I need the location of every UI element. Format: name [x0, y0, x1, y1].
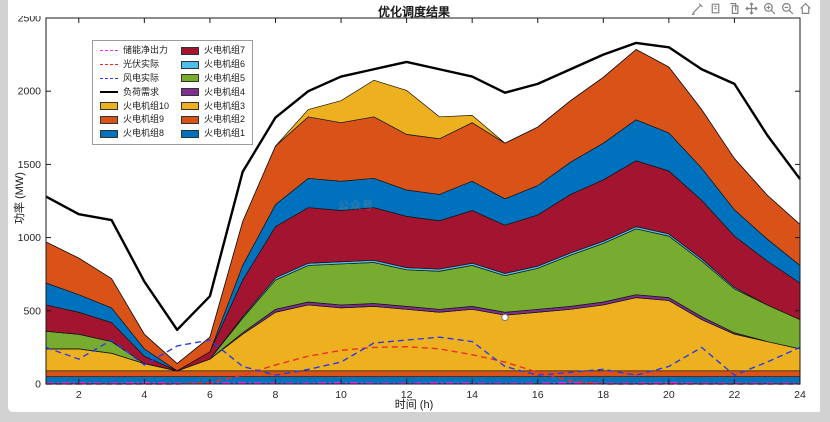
legend-item-火电机组5[interactable]: 火电机组5: [181, 73, 245, 85]
legend-label: 负荷需求: [123, 86, 160, 97]
x-tick-label: 18: [597, 389, 609, 401]
x-tick-label: 8: [273, 389, 279, 401]
legend-label: 火电机组2: [204, 114, 246, 125]
x-axis-label: 时间 (h): [394, 399, 434, 411]
y-tick-label: 0: [35, 379, 41, 391]
x-tick-label: 6: [207, 389, 213, 401]
x-tick-label: 2: [76, 389, 82, 401]
legend-line-sample: [100, 64, 118, 66]
legend-patch-sample: [181, 74, 200, 83]
legend-patch-sample: [181, 115, 200, 124]
x-tick-label: 12: [401, 389, 413, 401]
zoom-out-icon[interactable]: [781, 2, 794, 15]
legend-item-火电机组3[interactable]: 火电机组3: [181, 100, 245, 112]
legend-patch-sample: [181, 88, 200, 97]
line-风电实际[interactable]: [45, 336, 801, 376]
legend-label: 火电机组8: [123, 128, 165, 139]
y-tick-label: 2000: [18, 86, 42, 98]
legend: 储能净出力光伏实际风电实际负荷需求火电机组10 火电机组9 火电机组8 火电机组7 火电…: [92, 40, 254, 145]
legend-line-sample: [100, 91, 118, 94]
legend-label: 火电机组4: [204, 86, 246, 97]
legend-item-火电机组10[interactable]: 火电机组10: [100, 100, 169, 112]
chart-title: 优化调度结果: [377, 5, 450, 19]
legend-label: 储能净出力: [123, 45, 169, 56]
legend-patch-sample: [100, 129, 118, 138]
legend-label: 火电机组7: [204, 45, 246, 56]
brush-icon[interactable]: [691, 2, 704, 16]
legend-item-火电机组8[interactable]: 火电机组8: [100, 128, 169, 140]
legend-item-火电机组7[interactable]: 火电机组7: [181, 45, 245, 57]
x-tick-label: 4: [141, 389, 147, 401]
area-火电机组2[interactable]: [45, 370, 801, 378]
legend-patch-sample: [181, 60, 200, 69]
pan-icon[interactable]: [745, 2, 758, 15]
x-tick-label: 22: [729, 389, 741, 401]
x-tick-label: 10: [335, 389, 347, 401]
legend-label: 光伏实际: [123, 59, 160, 70]
x-tick-label: 24: [794, 389, 806, 401]
line-负荷需求[interactable]: [45, 41, 801, 332]
legend-line-sample: [100, 50, 118, 52]
zoom-in-icon[interactable]: [763, 2, 776, 15]
legend-label: 火电机组3: [204, 100, 246, 111]
legend-line-sample: [100, 77, 118, 79]
y-tick-label: 500: [23, 305, 41, 317]
legend-item-火电机组4[interactable]: 火电机组4: [181, 86, 245, 98]
legend-label: 火电机组9: [123, 114, 165, 125]
figure-toolbar: [691, 2, 812, 16]
y-tick-label: 1000: [18, 232, 42, 244]
figure-canvas: 优化调度结果 功率 (MW) 2 4 6 8 10 12 14 16 18 20 22 24 0 500 1…: [8, 0, 820, 412]
legend-patch-sample: [181, 46, 200, 55]
legend-label: 火电机组10: [123, 100, 170, 111]
x-tick-label: 14: [466, 389, 478, 401]
legend-patch-sample: [181, 129, 200, 138]
legend-item-负荷需求[interactable]: 负荷需求: [100, 86, 169, 98]
data-marker[interactable]: [501, 313, 509, 322]
x-tick-label: 20: [663, 389, 675, 401]
legend-label: 火电机组1: [204, 128, 246, 139]
copy-icon[interactable]: [727, 2, 740, 15]
legend-patch-sample: [100, 115, 118, 124]
watermark: 公众号: [338, 200, 374, 212]
legend-patch-sample: [100, 102, 118, 111]
line-储能净出力[interactable]: [45, 381, 800, 384]
restore-view-icon[interactable]: [799, 2, 812, 15]
legend-item-火电机组6[interactable]: 火电机组6: [181, 59, 245, 71]
datatip-icon[interactable]: [709, 2, 722, 15]
y-tick-label: 2500: [18, 16, 42, 25]
legend-label: 火电机组5: [204, 72, 246, 83]
legend-item-火电机组2[interactable]: 火电机组2: [181, 114, 245, 126]
legend-item-风电实际[interactable]: 风电实际: [100, 73, 169, 85]
legend-label: 火电机组6: [204, 59, 246, 70]
legend-item-光伏实际[interactable]: 光伏实际: [100, 59, 169, 71]
legend-patch-sample: [181, 102, 200, 111]
legend-item-火电机组9[interactable]: 火电机组9: [100, 114, 169, 126]
legend-item-火电机组1[interactable]: 火电机组1: [181, 128, 245, 140]
legend-label: 风电实际: [123, 72, 160, 83]
x-tick-label: 16: [532, 389, 544, 401]
y-tick-label: 1500: [18, 159, 42, 171]
legend-item-储能净出力[interactable]: 储能净出力: [100, 45, 169, 57]
